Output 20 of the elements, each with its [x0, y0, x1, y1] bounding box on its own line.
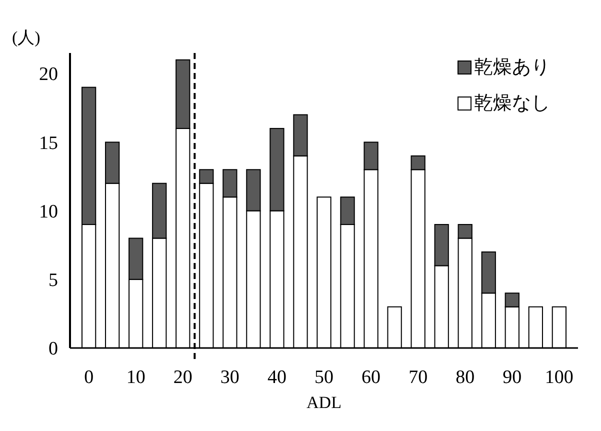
x-tick-label: 80: [456, 367, 475, 388]
legend-label: 乾燥あり: [474, 57, 550, 78]
x-tick-label: 40: [267, 367, 286, 388]
x-tick-label: 30: [220, 367, 240, 388]
x-tick-label: 60: [362, 367, 381, 388]
x-tick-label: 0: [84, 367, 94, 388]
y-tick-label: 10: [39, 201, 58, 222]
x-tick-label: 90: [502, 367, 522, 388]
x-axis-title: ADL: [306, 393, 342, 412]
x-tick-label: 70: [408, 367, 428, 388]
legend-label: 乾燥なし: [474, 93, 550, 114]
y-tick-label: 15: [39, 132, 58, 154]
x-tick-label: 100: [544, 367, 574, 388]
y-tick-label: 5: [48, 270, 58, 292]
y-tick-label: 0: [48, 338, 58, 360]
y-axis-title: (人): [12, 28, 40, 47]
x-tick-label: 50: [314, 367, 334, 388]
x-tick-label: 10: [126, 367, 146, 388]
x-tick-label: 20: [173, 367, 192, 388]
y-tick-label: 20: [39, 64, 58, 86]
